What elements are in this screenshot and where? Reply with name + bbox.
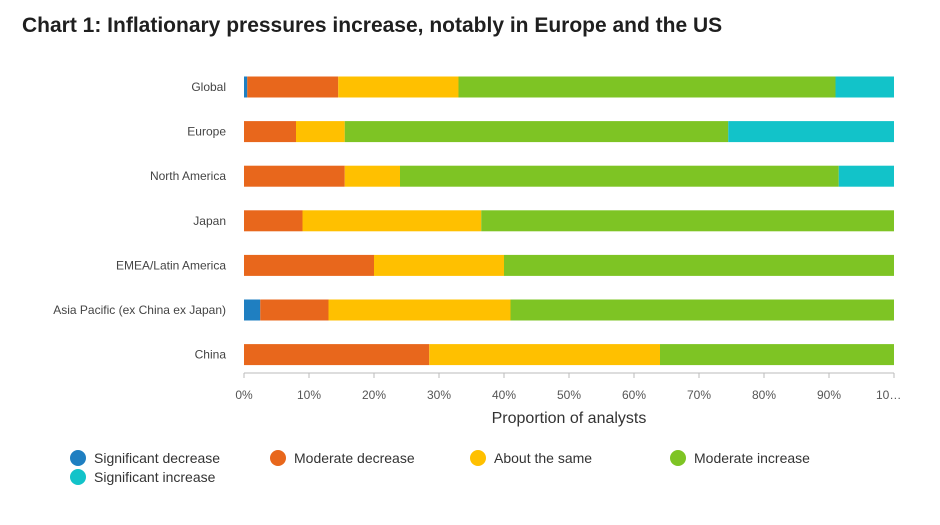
x-tick-label: 90% — [817, 388, 841, 402]
x-tick-label: 60% — [622, 388, 646, 402]
bar-segment[interactable] — [510, 299, 895, 321]
legend-label: Significant decrease — [94, 450, 221, 466]
x-tick-label: 30% — [427, 388, 451, 402]
legend-swatch — [270, 450, 286, 466]
x-tick-label: 40% — [492, 388, 516, 402]
bar-segment[interactable] — [260, 299, 329, 321]
bar-segment[interactable] — [835, 76, 895, 98]
bar-segment[interactable] — [338, 76, 459, 98]
chart-plot: Global Europe North America Japan EMEA/Latin… — [53, 76, 901, 427]
x-tick-label: 70% — [687, 388, 711, 402]
category-label: EMEA/Latin America — [116, 258, 226, 272]
bar-segment[interactable] — [344, 121, 729, 143]
x-tick-label: 50% — [557, 388, 581, 402]
category-label: Asia Pacific (ex China ex Japan) — [53, 303, 226, 317]
category-label: North America — [150, 169, 226, 183]
legend-label: Significant increase — [94, 469, 216, 485]
x-axis-title: Proportion of analysts — [492, 410, 647, 427]
category-label: Europe — [187, 125, 226, 139]
bar-segment[interactable] — [344, 165, 400, 187]
bar-segment[interactable] — [296, 121, 345, 143]
bar-segment[interactable] — [247, 76, 339, 98]
bar-segment[interactable] — [244, 76, 248, 98]
bar-segment[interactable] — [458, 76, 836, 98]
legend-swatch — [670, 450, 686, 466]
category-label: Japan — [193, 214, 226, 228]
bar-segment[interactable] — [244, 344, 430, 366]
legend-label: Moderate increase — [694, 450, 810, 466]
legend-swatch — [70, 469, 86, 485]
x-ticks: 0% 10% 20% 30% 40% 50% 60% 70% 80% 90% 10… — [235, 373, 901, 402]
chart-title: Chart 1: Inflationary pressures increase… — [22, 14, 723, 37]
bar-segment[interactable] — [429, 344, 660, 366]
legend-swatch — [470, 450, 486, 466]
bar-segment[interactable] — [244, 299, 261, 321]
legend-item[interactable]: About the same — [470, 450, 592, 466]
bar-segment[interactable] — [244, 254, 374, 276]
legend-item[interactable]: Moderate increase — [670, 450, 810, 466]
legend-swatch — [70, 450, 86, 466]
bar-segment[interactable] — [400, 165, 839, 187]
legend-item[interactable]: Significant increase — [70, 469, 215, 485]
bar-segment[interactable] — [481, 210, 894, 232]
bar-segment[interactable] — [728, 121, 894, 143]
bar-segment[interactable] — [374, 254, 504, 276]
bar-segment[interactable] — [838, 165, 894, 187]
legend-label: About the same — [494, 450, 593, 466]
bar-segment[interactable] — [328, 299, 511, 321]
x-tick-label: 80% — [752, 388, 776, 402]
bar-segment[interactable] — [244, 121, 296, 143]
legend-item[interactable]: Moderate decrease — [270, 450, 415, 466]
bar-segment[interactable] — [660, 344, 894, 366]
category-label: Global — [191, 80, 226, 94]
bar-segment[interactable] — [302, 210, 482, 232]
legend-item[interactable]: Significant decrease — [70, 450, 220, 466]
legend: Significant decrease Moderate decrease Abo… — [70, 450, 930, 490]
bar-segment[interactable] — [244, 210, 303, 232]
x-tick-label: 0% — [235, 388, 253, 402]
bar-segment[interactable] — [504, 254, 894, 276]
category-label: China — [195, 348, 227, 362]
bar-segment[interactable] — [244, 165, 345, 187]
x-tick-label: 10% — [297, 388, 321, 402]
x-tick-label: 10… — [876, 388, 901, 402]
x-tick-label: 20% — [362, 388, 386, 402]
legend-label: Moderate decrease — [294, 450, 415, 466]
category-labels: Global Europe North America Japan EMEA/Latin… — [53, 80, 226, 362]
bars-layer — [244, 76, 895, 366]
